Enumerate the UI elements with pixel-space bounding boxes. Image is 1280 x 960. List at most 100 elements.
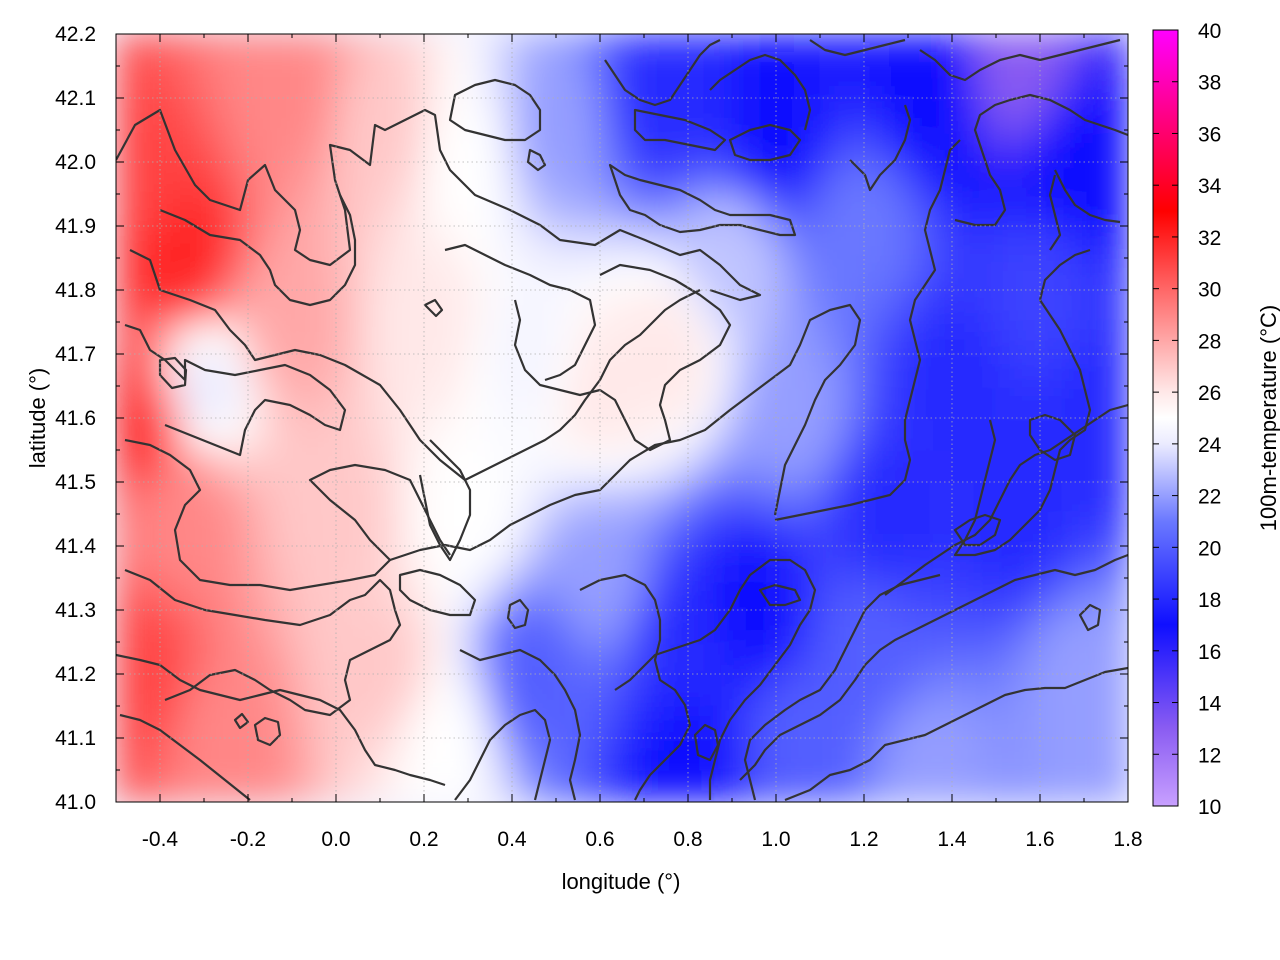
heatmap-cell: [1105, 673, 1128, 707]
heatmap-cell: [181, 257, 205, 291]
heatmap-cell: [269, 385, 293, 419]
heatmap-cell: [995, 65, 1019, 99]
heatmap-cell: [841, 97, 865, 131]
heatmap-cell: [731, 737, 755, 771]
heatmap-cell: [1083, 65, 1107, 99]
heatmap-cell: [885, 34, 909, 67]
heatmap-cell: [357, 641, 381, 675]
heatmap-cell: [775, 481, 799, 515]
heatmap-cell: [731, 577, 755, 611]
colorbar-tick-label: 34: [1198, 175, 1222, 198]
heatmap-cell: [577, 193, 601, 227]
heatmap-cell: [533, 161, 557, 195]
heatmap-cell: [137, 737, 161, 771]
heatmap-cell: [907, 289, 931, 323]
heatmap-cell: [709, 577, 733, 611]
heatmap-cell: [929, 769, 953, 802]
heatmap-cell: [401, 385, 425, 419]
heatmap-cell: [225, 545, 249, 579]
heatmap-cell: [731, 353, 755, 387]
heatmap-cell: [863, 385, 887, 419]
heatmap-cell: [116, 609, 139, 643]
heatmap-cell: [995, 673, 1019, 707]
heatmap-cell: [401, 34, 425, 67]
heatmap-cell: [423, 161, 447, 195]
heatmap-cell: [225, 737, 249, 771]
heatmap-cell: [423, 481, 447, 515]
heatmap-cell: [929, 417, 953, 451]
heatmap-cell: [775, 321, 799, 355]
heatmap-cell: [819, 449, 843, 483]
heatmap-cell: [687, 545, 711, 579]
heatmap-cell: [533, 321, 557, 355]
colorbar-tick-label: 22: [1198, 486, 1221, 509]
heatmap-cell: [951, 673, 975, 707]
heatmap-cell: [995, 449, 1019, 483]
heatmap-cell: [599, 385, 623, 419]
heatmap-cell: [401, 577, 425, 611]
heatmap-cell: [203, 673, 227, 707]
heatmap-cell: [907, 577, 931, 611]
heatmap-cell: [687, 321, 711, 355]
heatmap-cell: [577, 577, 601, 611]
heatmap-cell: [775, 769, 799, 802]
contour-line: [919, 38, 1121, 82]
heatmap-cell: [313, 34, 337, 67]
y-tick-label: 41.8: [55, 279, 96, 302]
heatmap-cell: [643, 417, 667, 451]
heatmap-cell: [1061, 161, 1085, 195]
heatmap-cell: [159, 769, 183, 802]
heatmap-cell: [181, 673, 205, 707]
heatmap-cell: [665, 513, 689, 547]
heatmap-cell: [1061, 641, 1085, 675]
heatmap-cell: [973, 673, 997, 707]
heatmap-cell: [1039, 97, 1063, 131]
heatmap-cell: [159, 34, 183, 67]
heatmap-cell: [577, 673, 601, 707]
heatmap-cell: [533, 385, 557, 419]
heatmap-cell: [269, 769, 293, 802]
heatmap-cell: [159, 641, 183, 675]
heatmap-cell: [159, 449, 183, 483]
heatmap-cell: [753, 257, 777, 291]
heatmap-cell: [1017, 513, 1041, 547]
heatmap-cell: [929, 513, 953, 547]
heatmap-cell: [797, 225, 821, 259]
heatmap-cell: [621, 769, 645, 802]
heatmap-cell: [181, 65, 205, 99]
heatmap-cell: [885, 513, 909, 547]
heatmap-cell: [907, 193, 931, 227]
heatmap-cell: [863, 513, 887, 547]
heatmap-cell: [137, 161, 161, 195]
heatmap-cell: [819, 481, 843, 515]
heatmap-cell: [1083, 34, 1107, 67]
heatmap-cell: [709, 225, 733, 259]
contour-line: [953, 513, 1002, 547]
heatmap-cell: [401, 97, 425, 131]
heatmap-cell: [445, 129, 469, 163]
heatmap-cell: [269, 481, 293, 515]
heatmap-cell: [731, 289, 755, 323]
heatmap-cell: [137, 673, 161, 707]
heatmap-cell: [291, 97, 315, 131]
heatmap-cell: [445, 577, 469, 611]
heatmap-cell: [599, 609, 623, 643]
heatmap-cell: [357, 321, 381, 355]
heatmap-cell: [1061, 289, 1085, 323]
heatmap-cell: [467, 769, 491, 802]
heatmap-cell: [423, 449, 447, 483]
heatmap-cell: [423, 385, 447, 419]
heatmap-cell: [841, 609, 865, 643]
heatmap-cell: [665, 34, 689, 67]
x-tick-label: 1.4: [937, 828, 967, 851]
heatmap-cell: [885, 353, 909, 387]
heatmap-cell: [401, 705, 425, 739]
heatmap-cell: [797, 513, 821, 547]
heatmap-cell: [797, 609, 821, 643]
y-tick-label: 41.3: [55, 599, 96, 622]
heatmap-cell: [599, 417, 623, 451]
heatmap-cell: [357, 225, 381, 259]
heatmap-cell: [511, 449, 535, 483]
heatmap-cell: [907, 737, 931, 771]
heatmap-cell: [731, 481, 755, 515]
